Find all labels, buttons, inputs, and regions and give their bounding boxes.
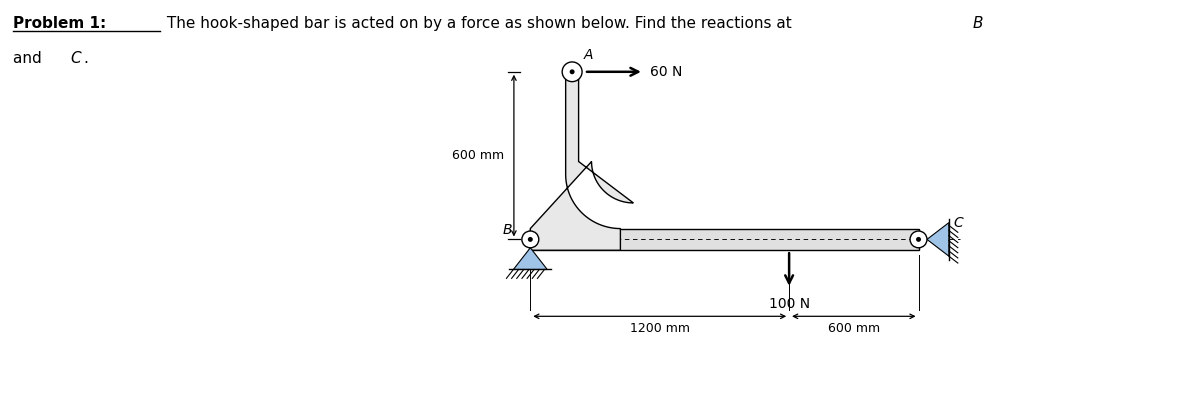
- Text: Problem 1:: Problem 1:: [13, 15, 106, 30]
- Text: C: C: [71, 51, 82, 66]
- Circle shape: [916, 237, 922, 242]
- Text: 1200 mm: 1200 mm: [630, 322, 690, 335]
- Polygon shape: [926, 223, 949, 256]
- Text: 600 mm: 600 mm: [452, 149, 504, 162]
- Circle shape: [522, 231, 539, 248]
- Bar: [530, 229, 918, 250]
- Text: 600 mm: 600 mm: [828, 322, 880, 335]
- Text: B: B: [972, 15, 983, 30]
- Circle shape: [528, 237, 533, 242]
- Circle shape: [562, 62, 582, 82]
- Text: and: and: [13, 51, 47, 66]
- Polygon shape: [530, 72, 634, 250]
- Polygon shape: [514, 248, 547, 269]
- Text: 100 N: 100 N: [768, 297, 810, 310]
- Circle shape: [570, 70, 575, 74]
- Text: The hook-shaped bar is acted on by a force as shown below. Find the reactions at: The hook-shaped bar is acted on by a for…: [162, 15, 797, 30]
- Text: A: A: [584, 48, 594, 62]
- Circle shape: [910, 231, 926, 248]
- Text: 60 N: 60 N: [649, 65, 682, 79]
- Text: .: .: [84, 51, 89, 66]
- Text: B: B: [503, 224, 512, 237]
- Text: C: C: [954, 216, 964, 229]
